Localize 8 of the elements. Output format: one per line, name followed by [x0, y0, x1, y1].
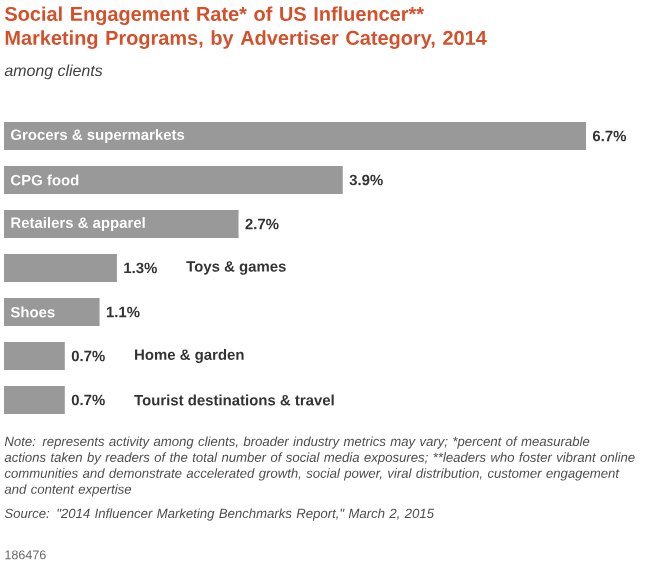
bar [4, 209, 239, 238]
bar [4, 385, 65, 414]
chart-title: Social Engagement Rate* of US Influencer** Marketing Programs, by Advertiser Category, 2014 [4, 6, 487, 49]
bar [4, 253, 117, 282]
bar [4, 297, 100, 326]
bar [4, 121, 586, 150]
bar [4, 165, 343, 194]
bar [4, 341, 65, 370]
